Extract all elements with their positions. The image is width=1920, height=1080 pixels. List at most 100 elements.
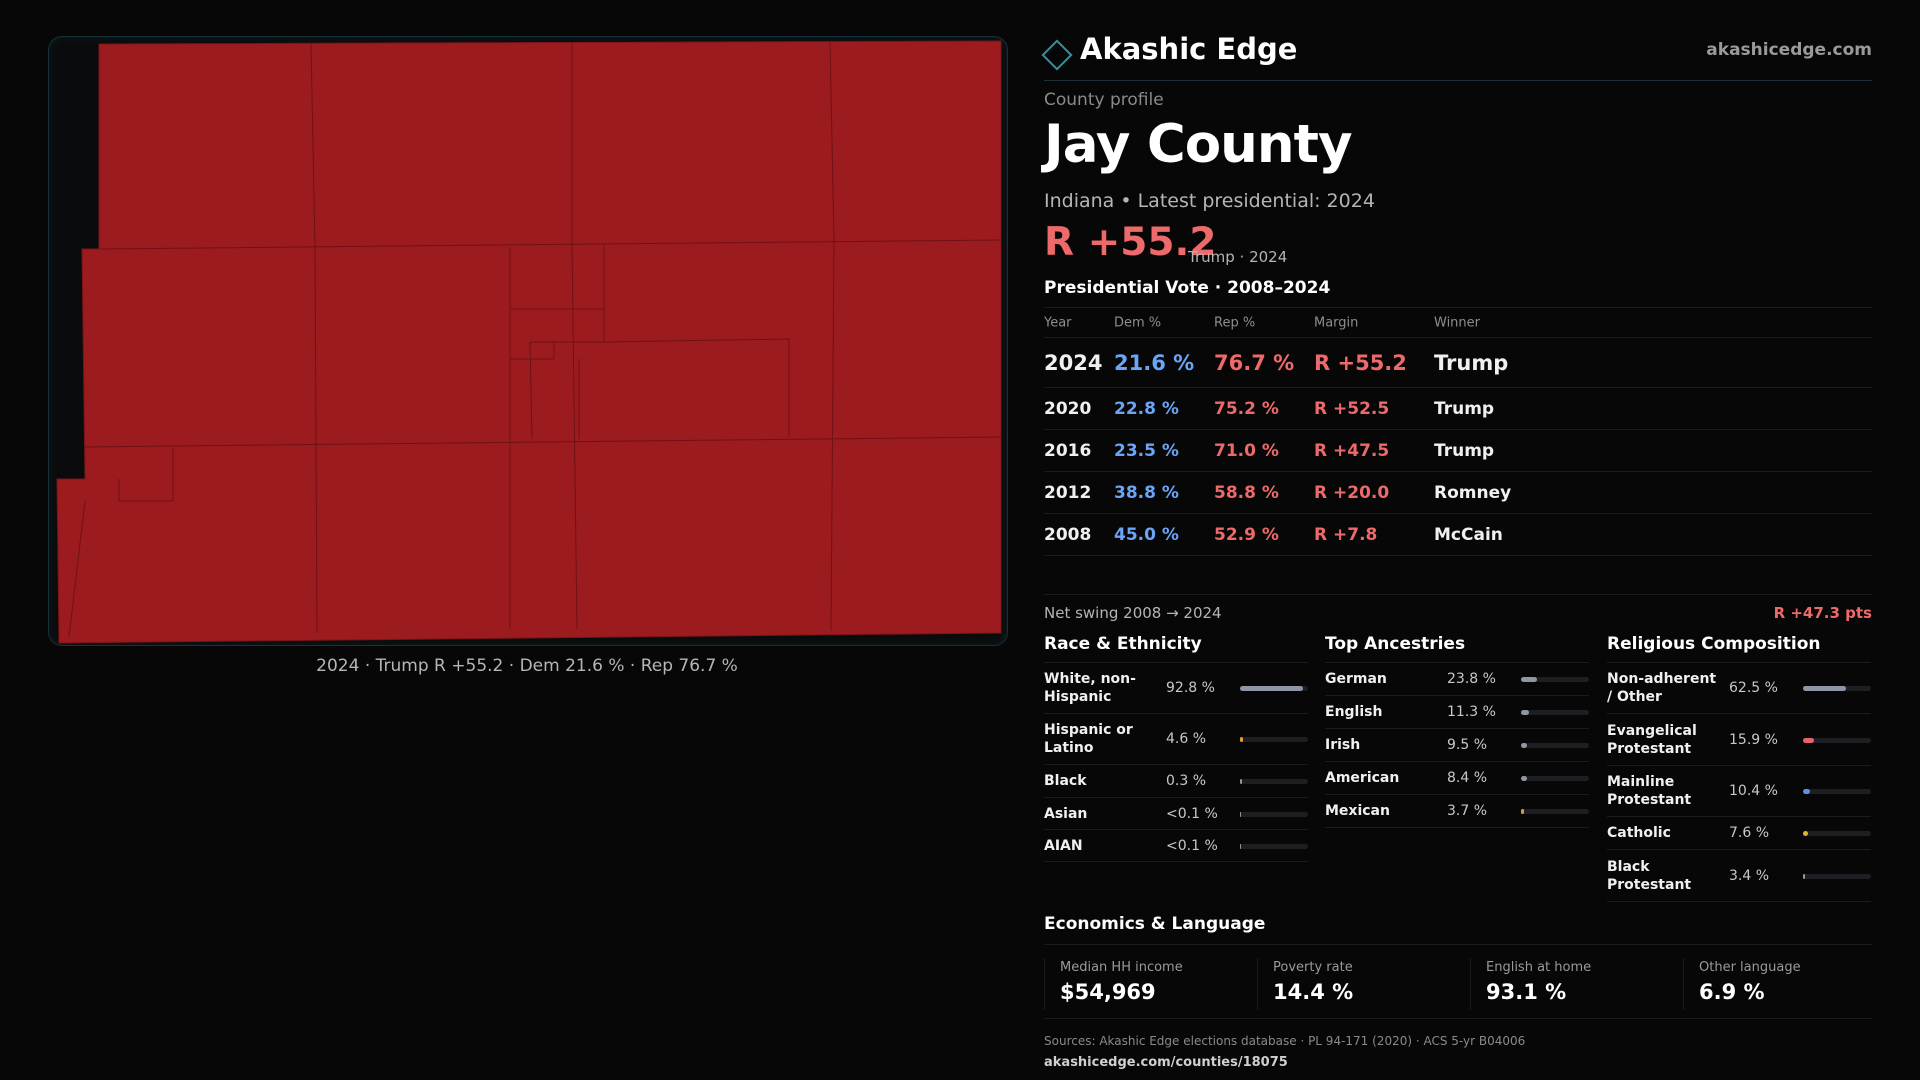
- table-header-row: Year Dem % Rep % Margin Winner: [1044, 308, 1872, 338]
- row-winner: Trump: [1434, 440, 1495, 461]
- list-item: Non-adherent / Other 62.5 %: [1607, 663, 1871, 714]
- page-url-link[interactable]: akashicedge.com/counties/18075: [1044, 1055, 1288, 1070]
- table-row: 2012 38.8 % 58.8 % R +20.0 Romney: [1044, 472, 1872, 514]
- share-bar: [1521, 677, 1589, 682]
- row-year: 2024: [1044, 350, 1103, 375]
- share-bar-fill: [1240, 737, 1244, 742]
- share-bar: [1240, 843, 1308, 849]
- net-swing-value: R +47.3 pts: [1773, 604, 1872, 622]
- share-bar-fill: [1803, 831, 1809, 836]
- list-item: English 11.3 %: [1325, 696, 1589, 729]
- list-item: American 8.4 %: [1325, 762, 1589, 795]
- share-bar-fill: [1803, 686, 1846, 691]
- row-margin: R +7.8: [1314, 524, 1378, 545]
- item-label: Mainline Protestant: [1607, 774, 1692, 808]
- brand-url-link[interactable]: akashicedge.com: [1706, 40, 1872, 60]
- row-year: 2016: [1044, 440, 1092, 461]
- item-value: 62.5 %: [1729, 680, 1778, 696]
- stat-card: English at home 93.1 %: [1470, 958, 1683, 1010]
- item-label: Non-adherent / Other: [1607, 671, 1717, 705]
- item-label: Black: [1044, 773, 1087, 789]
- item-value: 8.4 %: [1447, 770, 1488, 786]
- item-value: 11.3 %: [1447, 704, 1496, 720]
- table-row: 2020 22.8 % 75.2 % R +52.5 Trump: [1044, 388, 1872, 430]
- diamond-outline-icon: [1041, 39, 1073, 71]
- table-row: 2008 45.0 % 52.9 % R +7.8 McCain: [1044, 514, 1872, 556]
- row-year: 2020: [1044, 398, 1092, 419]
- col-rep-header: Rep %: [1214, 315, 1256, 330]
- item-value: 10.4 %: [1729, 783, 1778, 799]
- share-bar-fill: [1803, 737, 1814, 743]
- stat-label: English at home: [1486, 960, 1592, 975]
- item-value: 3.4 %: [1729, 867, 1770, 884]
- col-winner-header: Winner: [1434, 315, 1481, 330]
- share-bar-fill: [1803, 789, 1811, 794]
- religion-section: Religious Composition Non-adherent / Oth…: [1607, 632, 1871, 902]
- row-dem: 22.8 %: [1114, 398, 1179, 419]
- race-ethnicity-section: Race & Ethnicity White, non-Hispanic 92.…: [1044, 632, 1308, 862]
- item-label: Black Protestant: [1607, 858, 1692, 893]
- page-title: Jay County: [1044, 114, 1353, 175]
- stat-card: Other language 6.9 %: [1683, 958, 1896, 1010]
- stat-label: Median HH income: [1060, 960, 1183, 975]
- item-value: <0.1 %: [1166, 837, 1218, 854]
- list-item: Catholic 7.6 %: [1607, 817, 1871, 850]
- row-winner: Trump: [1434, 398, 1495, 419]
- stat-value: 14.4 %: [1273, 980, 1354, 1004]
- page-eyebrow: County profile: [1044, 90, 1164, 110]
- share-bar: [1803, 873, 1871, 879]
- list-item: Evangelical Protestant 15.9 %: [1607, 714, 1871, 766]
- share-bar-fill: [1521, 776, 1527, 781]
- precinct-map-svg[interactable]: [49, 37, 1007, 645]
- item-label: White, non-Hispanic: [1044, 671, 1136, 705]
- share-bar-fill: [1240, 779, 1242, 784]
- item-label: Hispanic or Latino: [1044, 722, 1133, 756]
- row-rep: 71.0 %: [1214, 440, 1279, 461]
- share-bar-fill: [1521, 677, 1538, 682]
- item-value: 7.6 %: [1729, 825, 1770, 841]
- county-shape[interactable]: [56, 40, 1002, 644]
- item-label: AIAN: [1044, 837, 1083, 854]
- share-bar: [1521, 776, 1589, 781]
- item-value: 15.9 %: [1729, 731, 1778, 748]
- brand-name[interactable]: Akashic Edge: [1080, 32, 1298, 66]
- list-item: Black 0.3 %: [1044, 765, 1308, 798]
- col-year-header: Year: [1044, 315, 1072, 330]
- row-margin: R +52.5: [1314, 398, 1390, 419]
- row-year: 2008: [1044, 524, 1092, 545]
- stat-label: Poverty rate: [1273, 960, 1353, 975]
- stat-value: 6.9 %: [1699, 980, 1765, 1004]
- row-margin: R +47.5: [1314, 440, 1390, 461]
- precinct-boundaries: [68, 41, 1002, 638]
- share-bar-fill: [1521, 710, 1529, 715]
- share-bar-fill: [1803, 873, 1806, 879]
- county-map[interactable]: [48, 36, 1008, 646]
- county-profile-panel: Akashic Edge akashicedge.com County prof…: [1041, 30, 1872, 1070]
- item-value: 92.8 %: [1166, 680, 1215, 696]
- stat-value: 93.1 %: [1486, 980, 1567, 1004]
- list-item: Asian <0.1 %: [1044, 798, 1308, 830]
- race-section-title: Race & Ethnicity: [1044, 632, 1308, 663]
- item-label: Mexican: [1325, 803, 1390, 819]
- row-margin: R +55.2: [1314, 350, 1407, 375]
- col-dem-header: Dem %: [1114, 315, 1162, 330]
- list-item: German 23.8 %: [1325, 663, 1589, 696]
- ancestry-section-title: Top Ancestries: [1325, 632, 1589, 663]
- item-value: 9.5 %: [1447, 737, 1488, 753]
- share-bar: [1521, 809, 1589, 814]
- list-item: Black Protestant 3.4 %: [1607, 850, 1871, 902]
- economics-grid: Median HH income $54,969 Poverty rate 14…: [1044, 958, 1872, 1019]
- list-item: Mexican 3.7 %: [1325, 795, 1589, 828]
- economics-section-title: Economics & Language: [1044, 912, 1872, 945]
- row-margin: R +20.0: [1314, 482, 1390, 503]
- share-bar: [1240, 811, 1308, 817]
- share-bar: [1521, 743, 1589, 748]
- stat-value: $54,969: [1060, 980, 1156, 1004]
- row-winner: McCain: [1434, 524, 1503, 545]
- item-value: 4.6 %: [1166, 731, 1207, 747]
- item-value: 3.7 %: [1447, 803, 1488, 819]
- headline-note: Trump · 2024: [1188, 248, 1288, 266]
- row-rep: 58.8 %: [1214, 482, 1279, 503]
- share-bar: [1240, 686, 1308, 691]
- item-value: 23.8 %: [1447, 671, 1496, 687]
